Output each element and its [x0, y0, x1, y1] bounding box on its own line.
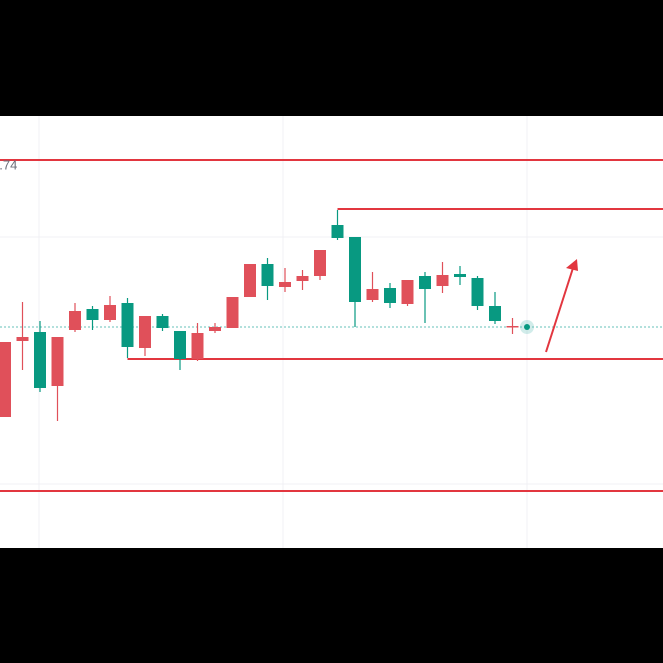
candle-body	[209, 327, 221, 331]
arrow-shaft	[545, 267, 574, 353]
candle-body	[51, 337, 64, 386]
candle-body	[366, 289, 379, 300]
candle-body	[419, 276, 431, 289]
candle-body	[69, 311, 81, 330]
level-label: 5.74	[0, 157, 17, 172]
marks: 5.74	[0, 157, 663, 492]
candle-body	[349, 237, 361, 302]
candle-body	[191, 333, 204, 359]
plot-area	[0, 116, 663, 548]
candle-body	[156, 316, 169, 328]
candle-body	[454, 274, 466, 277]
letterbox-top	[0, 0, 663, 116]
candle-body	[314, 250, 326, 276]
candle-body	[279, 282, 291, 287]
candle-body	[261, 264, 274, 286]
candle-body	[34, 332, 46, 388]
candle-body	[104, 305, 116, 320]
candle-body	[471, 278, 484, 306]
candle-body	[401, 280, 414, 304]
candle-body	[174, 331, 186, 359]
live-dot	[524, 324, 530, 330]
candle-body	[489, 306, 501, 321]
arrow-head	[566, 259, 578, 271]
candle-body	[86, 309, 99, 320]
candle-body	[296, 276, 309, 281]
candle-body	[226, 297, 239, 328]
candle-body	[331, 225, 344, 238]
candle-body	[436, 275, 449, 286]
letterbox-bottom	[0, 548, 663, 663]
candle-body	[384, 288, 396, 303]
candle-body	[139, 316, 151, 348]
candle-body	[121, 303, 134, 347]
candle-body	[506, 326, 519, 328]
candle-body	[16, 337, 29, 341]
candle-body	[244, 264, 256, 297]
candle-body	[0, 342, 11, 417]
